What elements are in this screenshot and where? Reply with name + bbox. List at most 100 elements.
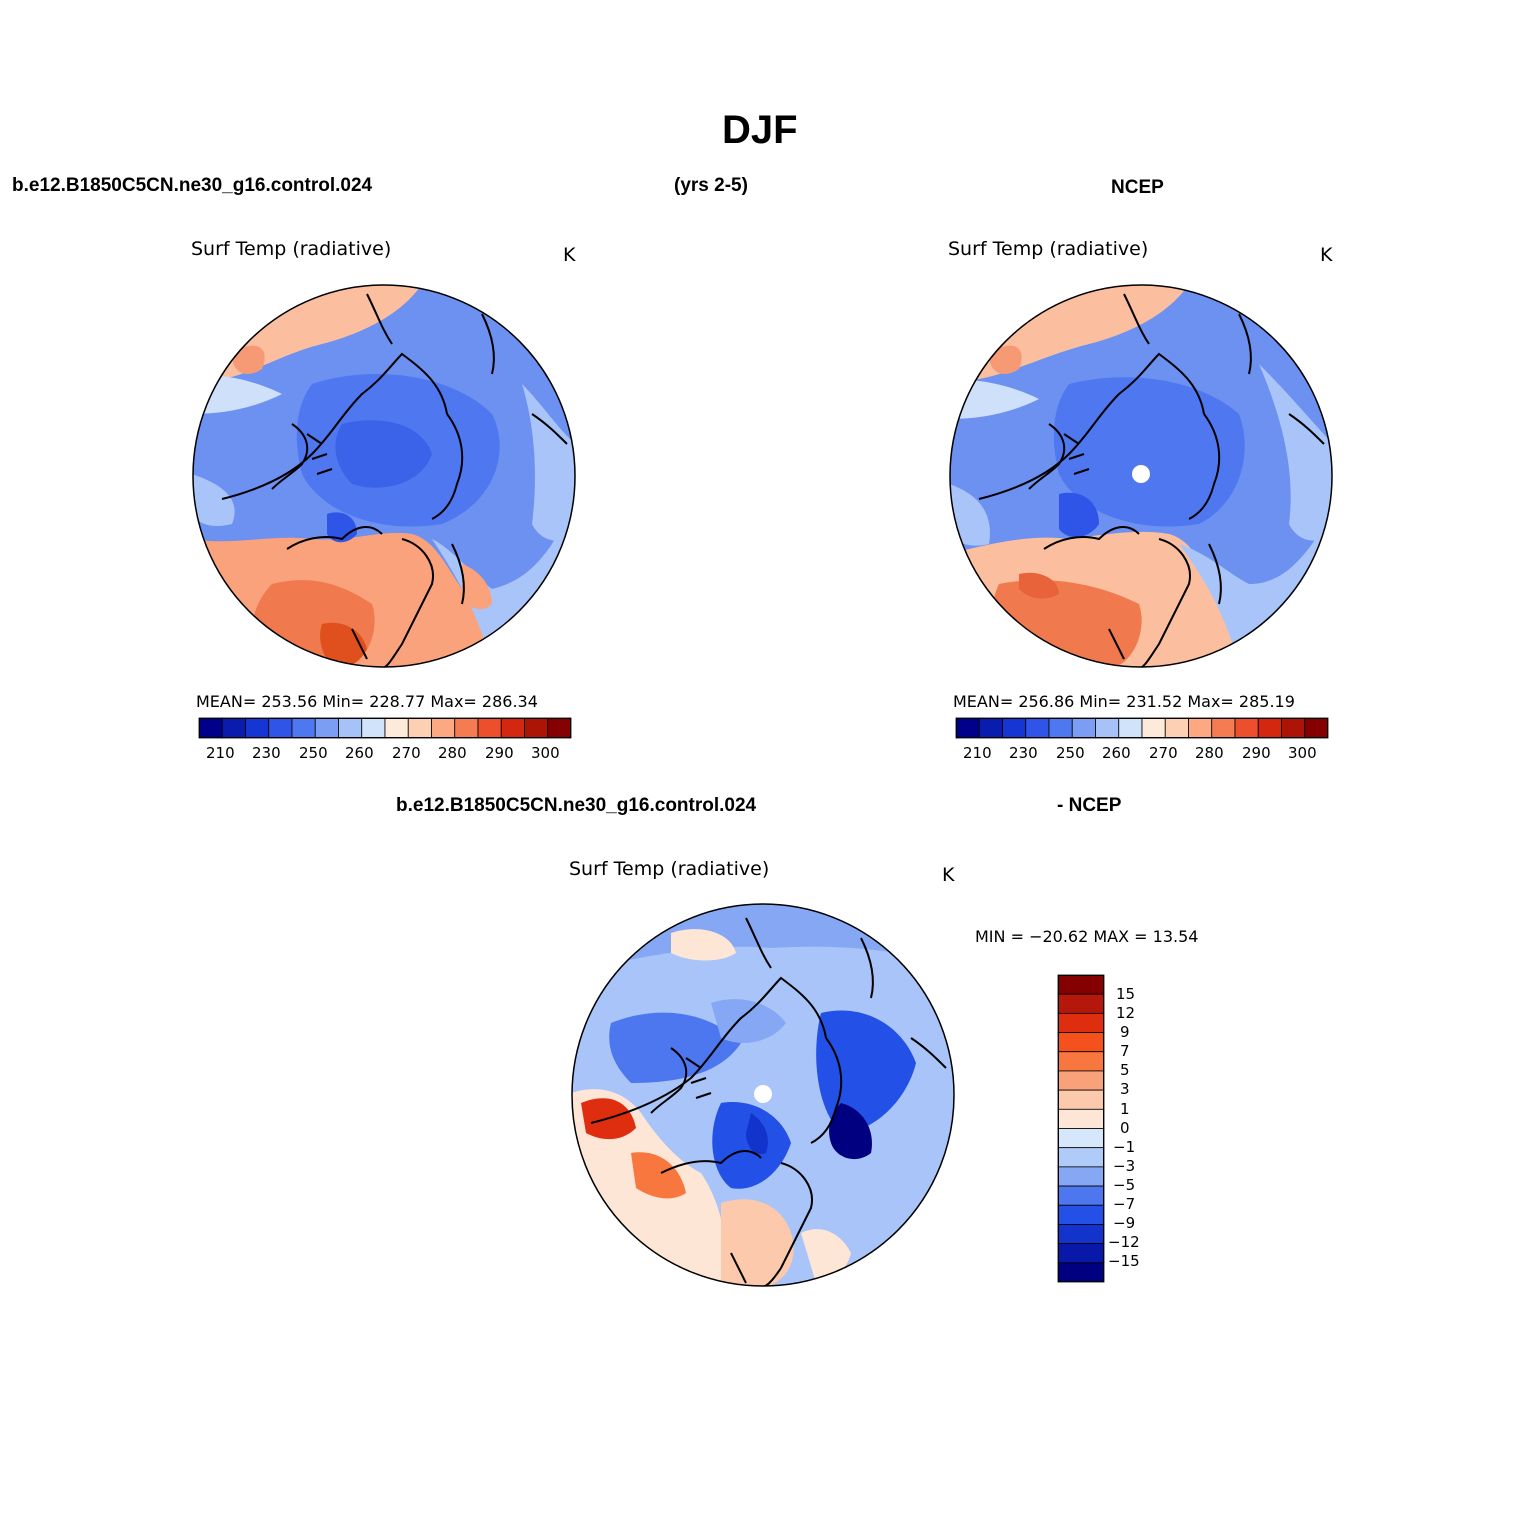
diff-colorbar-swatch: [1057, 974, 1105, 995]
diff-colorbar-label: 5: [1120, 1061, 1130, 1079]
model-colorbar-ticks: 210 230 250 260 270 280 290 300: [199, 744, 571, 764]
diff-colorbar-swatch: [1057, 1089, 1105, 1110]
model-colorbar-swatch: [454, 717, 479, 739]
diff-colorbar-label: 3: [1120, 1080, 1130, 1098]
obs-colorbar-swatch: [1048, 717, 1073, 739]
diff-colorbar-swatch: [1057, 1204, 1105, 1225]
model-colorbar-swatch: [361, 717, 386, 739]
model-colorbar-swatch: [384, 717, 409, 739]
obs-variable-label: Surf Temp (radiative): [948, 238, 1149, 260]
diff-colorbar-label: 9: [1120, 1023, 1130, 1041]
model-colorbar-label: 300: [531, 744, 560, 762]
diff-colorbar-label: −15: [1108, 1252, 1140, 1270]
model-colorbar-swatch: [221, 717, 246, 739]
diff-colorbar-swatch: [1057, 1051, 1105, 1072]
obs-colorbar: [955, 717, 1329, 739]
diff-colorbar-swatch: [1057, 1032, 1105, 1053]
obs-units-label: K: [1320, 244, 1333, 266]
diff-colorbar-label: −9: [1113, 1214, 1136, 1232]
years-header: (yrs 2-5): [674, 175, 748, 196]
diff-obs-header: - NCEP: [1057, 795, 1122, 816]
diff-polar-map: [571, 903, 955, 1287]
diff-colorbar-swatch: [1057, 1243, 1105, 1264]
model-stats: MEAN= 253.56 Min= 228.77 Max= 286.34: [196, 692, 538, 711]
model-colorbar-swatch: [547, 717, 572, 739]
diff-units-label: K: [942, 864, 955, 886]
diff-colorbar-label: 12: [1116, 1004, 1136, 1022]
obs-colorbar-swatch: [1211, 717, 1236, 739]
diff-colorbar-swatch: [1057, 1070, 1105, 1091]
model-colorbar-label: 280: [438, 744, 467, 762]
diff-colorbar-label: 0: [1120, 1119, 1130, 1137]
diff-colorbar-label: 15: [1116, 985, 1136, 1003]
obs-colorbar-swatch: [1304, 717, 1329, 739]
obs-colorbar-label: 210: [963, 744, 992, 762]
diff-colorbar-label: −5: [1113, 1176, 1136, 1194]
model-polar-map: [192, 284, 576, 668]
obs-colorbar-swatch: [1188, 717, 1213, 739]
obs-colorbar-label: 230: [1009, 744, 1038, 762]
model-colorbar-label: 270: [392, 744, 421, 762]
obs-colorbar-swatch: [1071, 717, 1096, 739]
diff-colorbar-ticks: 15 12 9 7 5 3 1 0 −1 −3 −5 −7 −9 −12 −15: [1108, 975, 1168, 1282]
obs-stats: MEAN= 256.86 Min= 231.52 Max= 285.19: [953, 692, 1295, 711]
case-name-header: b.e12.B1850C5CN.ne30_g16.control.024: [12, 175, 373, 196]
obs-colorbar-swatch: [1164, 717, 1189, 739]
model-colorbar-swatch: [500, 717, 525, 739]
model-colorbar-swatch: [477, 717, 502, 739]
model-colorbar-label: 210: [206, 744, 235, 762]
diff-colorbar: [1057, 974, 1105, 1283]
model-colorbar-label: 250: [299, 744, 328, 762]
diff-colorbar-swatch: [1057, 1262, 1105, 1283]
model-colorbar-label: 290: [485, 744, 514, 762]
obs-colorbar-swatch: [955, 717, 980, 739]
model-colorbar-swatch: [314, 717, 339, 739]
diff-stats: MIN = −20.62 MAX = 13.54: [975, 927, 1199, 946]
model-colorbar-swatch: [198, 717, 223, 739]
model-units-label: K: [563, 244, 576, 266]
model-variable-label: Surf Temp (radiative): [191, 238, 392, 260]
figure-title: DJF: [722, 108, 798, 152]
diff-colorbar-label: −12: [1108, 1233, 1140, 1251]
obs-colorbar-swatch: [1118, 717, 1143, 739]
diff-colorbar-label: 1: [1120, 1100, 1130, 1118]
obs-colorbar-swatch: [1095, 717, 1120, 739]
obs-polar-map: [949, 284, 1333, 668]
model-colorbar-swatch: [431, 717, 456, 739]
obs-colorbar-label: 270: [1149, 744, 1178, 762]
diff-variable-label: Surf Temp (radiative): [569, 858, 770, 880]
obs-colorbar-label: 260: [1102, 744, 1131, 762]
obs-colorbar-ticks: 210 230 250 260 270 280 290 300: [956, 744, 1328, 764]
obs-colorbar-swatch: [1234, 717, 1259, 739]
diff-colorbar-swatch: [1057, 1224, 1105, 1245]
model-colorbar: [198, 717, 572, 739]
obs-colorbar-label: 290: [1242, 744, 1271, 762]
diff-colorbar-swatch: [1057, 1166, 1105, 1187]
obs-colorbar-swatch: [1025, 717, 1050, 739]
model-colorbar-swatch: [407, 717, 432, 739]
obs-colorbar-swatch: [978, 717, 1003, 739]
obs-colorbar-swatch: [1281, 717, 1306, 739]
diff-colorbar-swatch: [1057, 1108, 1105, 1129]
obs-colorbar-swatch: [1141, 717, 1166, 739]
model-colorbar-label: 260: [345, 744, 374, 762]
diff-case-header: b.e12.B1850C5CN.ne30_g16.control.024: [396, 795, 757, 816]
obs-colorbar-label: 300: [1288, 744, 1317, 762]
diff-colorbar-label: 7: [1120, 1042, 1130, 1060]
obs-colorbar-swatch: [1257, 717, 1282, 739]
diff-colorbar-swatch: [1057, 1012, 1105, 1033]
diff-colorbar-swatch: [1057, 993, 1105, 1014]
diff-colorbar-label: −7: [1113, 1195, 1136, 1213]
diff-colorbar-label: −1: [1113, 1138, 1136, 1156]
diff-colorbar-swatch: [1057, 1147, 1105, 1168]
diff-colorbar-swatch: [1057, 1185, 1105, 1206]
obs-colorbar-label: 250: [1056, 744, 1085, 762]
model-colorbar-swatch: [524, 717, 549, 739]
model-colorbar-swatch: [291, 717, 316, 739]
obs-colorbar-label: 280: [1195, 744, 1224, 762]
model-colorbar-swatch: [268, 717, 293, 739]
model-colorbar-swatch: [338, 717, 363, 739]
obs-colorbar-swatch: [1002, 717, 1027, 739]
model-colorbar-label: 230: [252, 744, 281, 762]
diff-colorbar-swatch: [1057, 1128, 1105, 1149]
